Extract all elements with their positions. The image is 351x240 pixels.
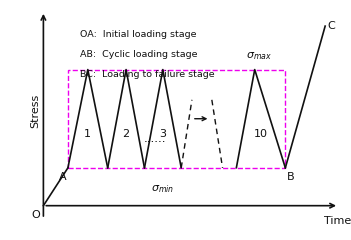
Text: ......: ...... — [144, 132, 166, 145]
Text: $\sigma_{min}$: $\sigma_{min}$ — [151, 183, 174, 195]
Text: BC:  Loading to failure stage: BC: Loading to failure stage — [80, 70, 214, 79]
Text: AB:  Cyclic loading stage: AB: Cyclic loading stage — [80, 50, 197, 59]
Text: OA:  Initial loading stage: OA: Initial loading stage — [80, 30, 196, 39]
Text: 2: 2 — [122, 129, 130, 139]
Text: 10: 10 — [254, 129, 268, 139]
Text: Time: Time — [324, 216, 351, 226]
Text: O: O — [32, 210, 40, 220]
Text: 1: 1 — [84, 129, 91, 139]
Text: A: A — [59, 172, 66, 182]
Text: $\sigma_{max}$: $\sigma_{max}$ — [246, 50, 272, 62]
Text: Stress: Stress — [31, 94, 41, 128]
Text: 3: 3 — [159, 129, 166, 139]
Text: B: B — [287, 172, 294, 182]
Text: C: C — [327, 21, 335, 31]
